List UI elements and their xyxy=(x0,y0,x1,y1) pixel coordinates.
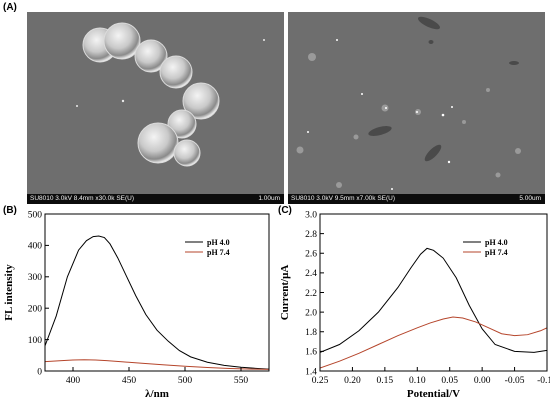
fluorescence-chart: 400 450 500 550 0 100 200 300 400 500 λ/nm FL inten… xyxy=(3,210,270,400)
legend-entry: pH 4.0 xyxy=(485,238,508,247)
x-tick-label: -0.05 xyxy=(505,376,525,386)
series-line-1 xyxy=(45,235,269,370)
sem-surface-features xyxy=(296,16,521,190)
series-line-1 xyxy=(320,247,547,353)
legend-entry: pH 7.4 xyxy=(485,248,508,257)
legend-entry: pH 4.0 xyxy=(207,238,230,247)
panel-label-b: (B) xyxy=(3,205,17,216)
y-tick-label: 1.6 xyxy=(305,348,317,358)
y-tick-label: 2.0 xyxy=(305,308,317,318)
y-tick-label: 2.4 xyxy=(305,269,317,279)
y-tick-label: 1.8 xyxy=(305,328,317,338)
series-line-2 xyxy=(45,359,269,370)
x-tick-label: 0.15 xyxy=(377,376,394,386)
voltammetry-chart: 0.25 0.20 0.15 0.10 0.05 0.00 -0.05 -0.10 1.4 1.6… xyxy=(279,210,550,400)
y-tick-label: 2.6 xyxy=(305,250,317,260)
x-axis-label: λ/nm xyxy=(145,388,169,400)
x-tick-label: 0.20 xyxy=(344,376,361,386)
y-tick-label: 100 xyxy=(28,336,43,346)
y-tick-label: 0 xyxy=(37,367,42,377)
x-axis-label: Potential/V xyxy=(407,388,460,400)
y-tick-label: 2.2 xyxy=(305,289,317,299)
y-tick-label: 3.0 xyxy=(305,210,317,220)
plot-frame xyxy=(44,213,270,372)
x-tick-label: 0.00 xyxy=(474,376,491,386)
sem-image-right: SU8010 3.0kV 9.5mm x7.00k SE(U) 5.00um xyxy=(288,12,545,204)
x-tick-label: 550 xyxy=(234,376,249,386)
y-tick-label: 300 xyxy=(28,273,43,283)
sem-image-left: SU8010 3.0kV 8.4mm x30.0k SE(U) 1.00um xyxy=(27,12,284,204)
x-tick-label: -0.10 xyxy=(537,376,550,386)
x-tick-label: 0.10 xyxy=(409,376,426,386)
series-line-2 xyxy=(320,316,547,369)
legend-entry: pH 7.4 xyxy=(207,248,230,257)
x-tick-label: 450 xyxy=(122,376,137,386)
y-tick-label: 1.4 xyxy=(305,367,317,377)
sem-info-bar: SU8010 3.0kV 8.4mm x30.0k SE(U) 1.00um xyxy=(27,194,284,204)
panel-label-c: (C) xyxy=(278,205,292,216)
x-tick-label: 0.05 xyxy=(441,376,458,386)
y-tick-label: 500 xyxy=(28,210,43,220)
sem-info-bar: SU8010 3.0kV 9.5mm x7.00k SE(U) 5.00um xyxy=(288,194,545,204)
microsphere-cluster xyxy=(76,22,265,167)
y-tick-label: 200 xyxy=(28,305,43,315)
x-tick-label: 500 xyxy=(178,376,193,386)
y-axis-label: Current/μA xyxy=(279,265,291,321)
panel-label-a: (A) xyxy=(3,2,17,13)
y-tick-label: 400 xyxy=(28,242,43,252)
plot-frame xyxy=(319,213,548,372)
x-tick-label: 0.25 xyxy=(312,376,329,386)
y-axis-label: FL intensity xyxy=(3,264,15,321)
y-tick-label: 2.8 xyxy=(305,230,317,240)
x-tick-label: 400 xyxy=(66,376,81,386)
